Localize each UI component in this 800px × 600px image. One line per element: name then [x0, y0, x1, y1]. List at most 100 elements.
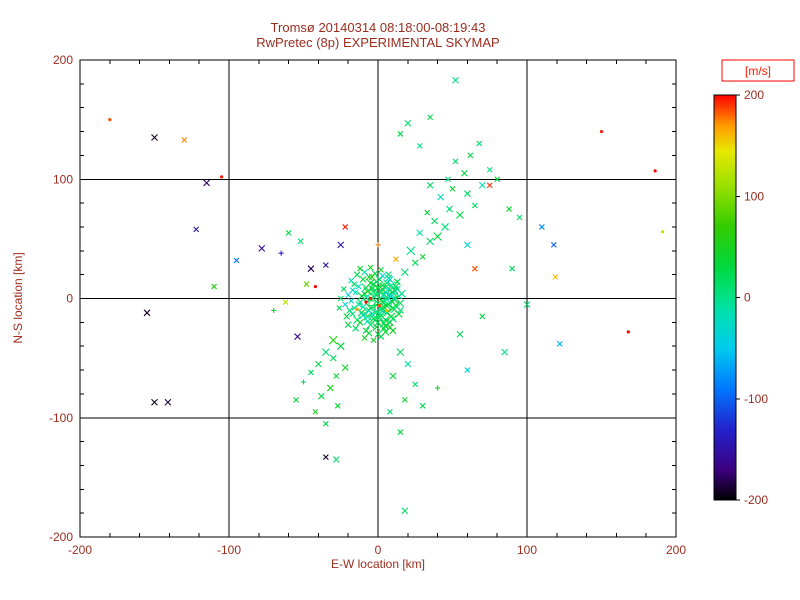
data-point — [219, 175, 224, 179]
data-point — [471, 202, 478, 209]
data-point — [297, 238, 304, 245]
data-point — [282, 299, 289, 305]
data-point — [506, 206, 513, 212]
data-point — [387, 312, 396, 321]
data-point — [372, 323, 381, 332]
x-tick-label: -200 — [68, 543, 92, 557]
data-point — [336, 342, 345, 351]
data-point — [389, 327, 397, 335]
data-point — [397, 289, 406, 298]
data-point — [365, 329, 373, 337]
data-point — [151, 398, 158, 406]
data-point — [377, 304, 382, 308]
y-axis-label: N-S location [km] — [11, 252, 25, 343]
data-point — [361, 268, 368, 276]
axes-layer — [79, 59, 677, 538]
data-point — [294, 333, 301, 341]
data-point — [258, 245, 266, 252]
data-point — [476, 140, 483, 147]
y-tick-label: 200 — [53, 53, 73, 67]
data-point — [378, 266, 384, 273]
data-point — [445, 176, 451, 183]
data-point — [441, 223, 449, 231]
data-point — [464, 190, 471, 197]
data-point — [416, 229, 424, 237]
data-point — [464, 241, 471, 249]
data-point — [486, 182, 493, 189]
plot-title: Tromsø 20140314 08:18:00-08:19:43 — [271, 20, 486, 35]
data-point — [285, 230, 292, 236]
data-point — [355, 301, 363, 308]
data-point — [375, 313, 384, 322]
data-point — [660, 230, 665, 234]
data-point — [278, 250, 284, 256]
colorbar-tick-label: -100 — [744, 392, 768, 406]
data-point — [353, 271, 361, 279]
data-point — [539, 224, 545, 230]
data-point — [332, 456, 340, 463]
data-point — [359, 302, 367, 311]
data-point — [387, 408, 393, 415]
data-point — [426, 237, 435, 246]
data-point — [471, 265, 478, 272]
data-point — [370, 315, 380, 325]
data-point — [371, 306, 382, 318]
data-point — [550, 241, 557, 248]
x-tick-label: 200 — [666, 543, 686, 557]
data-point — [315, 360, 322, 368]
colorbar-tick-label: 200 — [744, 88, 764, 102]
data-point — [390, 286, 399, 295]
data-point — [509, 265, 515, 272]
data-point — [203, 179, 211, 187]
data-point — [387, 291, 396, 301]
data-point — [379, 319, 389, 328]
data-point — [301, 379, 306, 385]
data-point — [375, 242, 381, 248]
data-point — [356, 318, 364, 326]
data-point — [343, 312, 351, 320]
data-point — [271, 307, 277, 313]
data-point — [392, 256, 399, 263]
colorbar-units-box — [721, 59, 795, 82]
data-point — [357, 265, 364, 272]
data-point — [556, 340, 563, 347]
data-point — [419, 402, 426, 409]
colorbar-tick-label: -200 — [744, 493, 768, 507]
x-axis-label: E-W location [km] — [331, 557, 425, 571]
data-point — [312, 408, 319, 415]
data-point — [193, 226, 200, 233]
data-point — [396, 348, 405, 357]
data-point — [626, 330, 630, 334]
data-point — [478, 181, 486, 189]
data-point — [366, 279, 375, 287]
data-point — [385, 271, 392, 279]
data-point — [401, 396, 408, 403]
data-point — [379, 272, 386, 280]
data-point — [452, 76, 459, 84]
data-point — [322, 262, 329, 268]
data-point — [411, 259, 419, 267]
data-point — [359, 276, 367, 283]
y-tick-label: -200 — [49, 530, 73, 544]
data-point — [494, 176, 501, 183]
data-point — [336, 305, 343, 311]
data-point — [377, 333, 385, 341]
data-point — [341, 364, 349, 372]
data-point — [348, 297, 355, 304]
data-point — [461, 169, 468, 177]
y-tick-label: -100 — [49, 411, 73, 425]
data-point — [653, 169, 657, 173]
data-point — [435, 385, 441, 391]
data-point — [317, 392, 325, 400]
data-point — [456, 330, 464, 338]
data-point — [381, 294, 393, 306]
data-point — [387, 281, 396, 290]
data-point — [181, 137, 188, 143]
data-point — [393, 278, 401, 286]
grid-layer — [80, 60, 676, 537]
data-point — [368, 273, 376, 281]
data-point — [433, 232, 442, 241]
colorbar-tick-label: 0 — [744, 291, 751, 305]
